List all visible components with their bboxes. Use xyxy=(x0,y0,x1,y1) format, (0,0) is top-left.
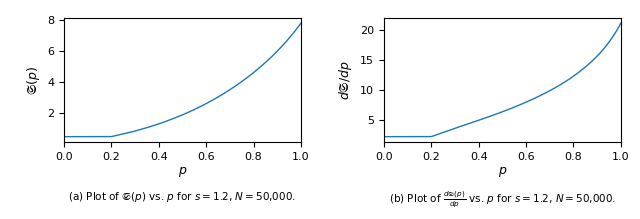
Y-axis label: $\mathfrak{S}(p)$: $\mathfrak{S}(p)$ xyxy=(24,65,42,95)
X-axis label: $p$: $p$ xyxy=(498,165,507,179)
X-axis label: $p$: $p$ xyxy=(178,165,187,179)
Text: (a) Plot of $\mathfrak{S}(p)$ vs. $p$ for $s = 1.2$, $N = 50{,}000$.: (a) Plot of $\mathfrak{S}(p)$ vs. $p$ fo… xyxy=(68,190,296,204)
Text: (b) Plot of $\frac{d\mathfrak{S}(p)}{dp}$ vs. $p$ for $s = 1.2$, $N = 50{,}000$.: (b) Plot of $\frac{d\mathfrak{S}(p)}{dp}… xyxy=(388,190,616,210)
Y-axis label: $d\mathfrak{S}/dp$: $d\mathfrak{S}/dp$ xyxy=(337,60,355,100)
